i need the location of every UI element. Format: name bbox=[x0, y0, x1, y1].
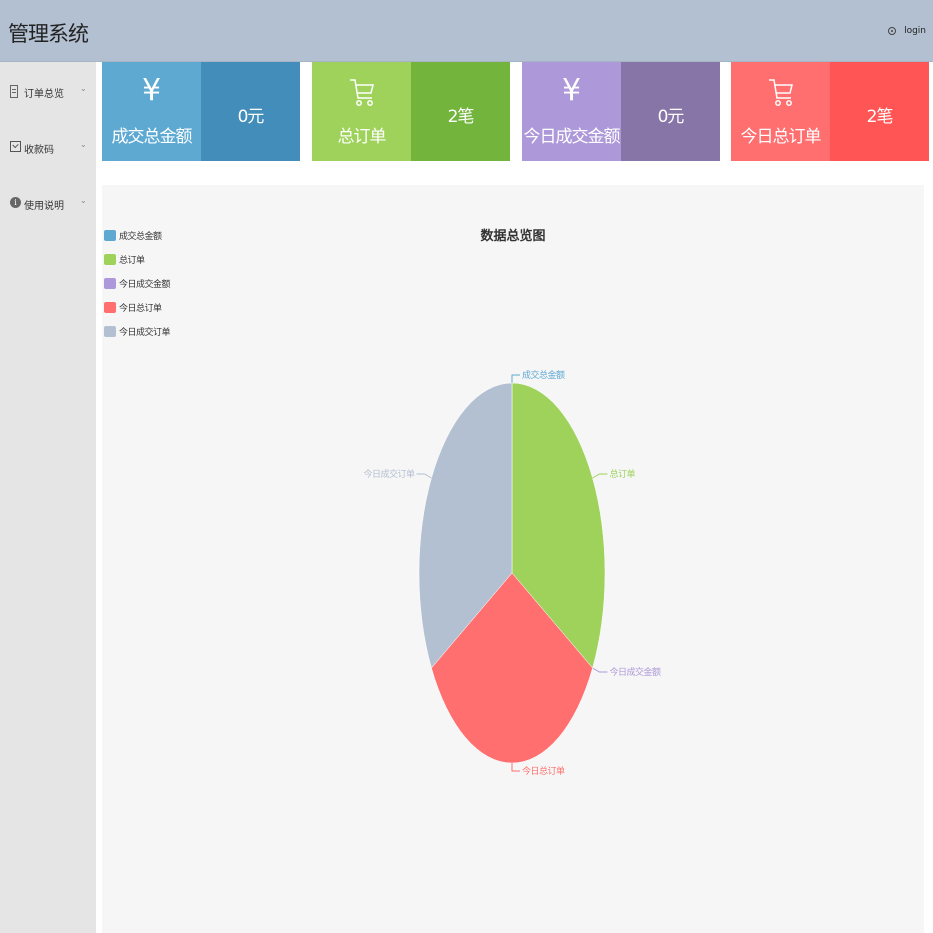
slice-label-line bbox=[416, 473, 432, 479]
sidebar-item-label: 订单总览 bbox=[24, 89, 64, 100]
stat-card-value: 2笔 bbox=[866, 107, 894, 127]
slice-label: 今日成交金额 bbox=[609, 666, 661, 678]
sidebar: 订单总览 ⌄ 收款码 ⌄ i 使用说明 ⌄ bbox=[0, 62, 96, 933]
stat-card-icon-panel: ¥ 成交总金额 bbox=[102, 62, 201, 161]
chevron-down-icon[interactable]: ⌄ bbox=[80, 84, 87, 93]
legend-item[interactable]: 成交总金额 bbox=[104, 223, 170, 247]
yen-icon: ¥ bbox=[141, 73, 162, 108]
stat-card-icon-panel: ¥ 今日成交金额 bbox=[522, 62, 621, 161]
stat-card-value: 2笔 bbox=[447, 107, 475, 127]
stat-card-value-panel: 2笔 bbox=[830, 62, 929, 161]
sidebar-item-order-overview[interactable]: 订单总览 ⌄ bbox=[0, 82, 96, 102]
legend-swatch bbox=[104, 229, 116, 241]
legend-item[interactable]: 今日总订单 bbox=[104, 295, 170, 319]
slice-label-line bbox=[592, 667, 608, 673]
cart-icon bbox=[731, 74, 830, 110]
stat-card-today-amount[interactable]: ¥ 今日成交金额 0元 bbox=[522, 62, 720, 161]
yen-icon: ¥ bbox=[561, 73, 582, 108]
legend-swatch bbox=[104, 325, 116, 337]
slice-label-line bbox=[511, 763, 520, 772]
app-title: 管理系统 bbox=[8, 22, 89, 46]
sidebar-item-instructions[interactable]: i 使用说明 ⌄ bbox=[0, 194, 96, 214]
stat-card-total-orders[interactable]: 总订单 2笔 bbox=[312, 62, 510, 161]
slice-label-line bbox=[592, 473, 608, 479]
legend-item[interactable]: 今日成交订单 bbox=[104, 319, 171, 343]
stat-card-title: 今日总订单 bbox=[740, 127, 822, 147]
list-icon bbox=[10, 85, 18, 98]
stat-card-title: 成交总金额 bbox=[111, 127, 193, 147]
stat-card-icon-panel: 总订单 bbox=[312, 62, 411, 161]
chevron-down-icon[interactable]: ⌄ bbox=[80, 196, 87, 205]
sidebar-item-label: 使用说明 bbox=[24, 201, 64, 212]
stat-card-value: 0元 bbox=[237, 107, 265, 127]
pie-slice[interactable] bbox=[431, 572, 593, 764]
stat-card-icon-panel: 今日总订单 bbox=[731, 62, 830, 161]
sidebar-item-label: 收款码 bbox=[24, 145, 54, 156]
chart-legend: 成交总金额总订单今日成交金额 今日总订单今日成交订单 bbox=[104, 223, 171, 343]
qrcode-icon bbox=[10, 141, 21, 152]
legend-label: 今日成交金额 bbox=[119, 279, 171, 290]
pie-slice[interactable] bbox=[418, 382, 513, 669]
stat-card-value-panel: 0元 bbox=[201, 62, 300, 161]
top-header: 管理系统 login bbox=[0, 0, 933, 62]
legend-item[interactable]: 总订单 bbox=[104, 247, 170, 271]
legend-item[interactable]: 今日成交金额 bbox=[104, 271, 171, 295]
stat-card-value-panel: 2笔 bbox=[411, 62, 510, 161]
info-icon: i bbox=[10, 197, 21, 208]
user-icon[interactable] bbox=[888, 27, 897, 35]
legend-label: 今日成交订单 bbox=[119, 327, 171, 338]
legend-label: 成交总金额 bbox=[119, 231, 162, 242]
stat-card-title: 今日成交金额 bbox=[523, 127, 621, 147]
chevron-down-icon[interactable]: ⌄ bbox=[80, 140, 87, 149]
cart-icon bbox=[312, 74, 411, 110]
stat-card-value-panel: 0元 bbox=[621, 62, 720, 161]
legend-swatch bbox=[104, 277, 116, 289]
legend-swatch bbox=[104, 301, 116, 313]
slice-label: 总订单 bbox=[609, 468, 635, 480]
stat-card-today-orders[interactable]: 今日总订单 2笔 bbox=[731, 62, 929, 161]
legend-label: 今日总订单 bbox=[119, 303, 162, 314]
slice-label: 成交总金额 bbox=[522, 369, 565, 381]
user-menu[interactable]: login bbox=[888, 26, 926, 36]
chart-title: 数据总览图 bbox=[480, 229, 546, 244]
stat-card-total-amount[interactable]: ¥ 成交总金额 0元 bbox=[102, 62, 300, 161]
slice-label: 今日总订单 bbox=[522, 765, 565, 777]
user-label[interactable]: login bbox=[904, 26, 926, 36]
pie-slice[interactable] bbox=[511, 382, 606, 669]
stat-card-value: 0元 bbox=[657, 107, 685, 127]
slice-label-line bbox=[511, 374, 520, 383]
sidebar-item-payment-code[interactable]: 收款码 ⌄ bbox=[0, 138, 96, 158]
slice-label: 今日成交订单 bbox=[364, 468, 416, 480]
stat-card-title: 总订单 bbox=[337, 127, 387, 147]
legend-label: 总订单 bbox=[119, 255, 145, 266]
legend-swatch bbox=[104, 253, 116, 265]
chart-panel: 成交总金额 总订单 今日成交金额 今日总订单 今日成交订单 数据总览图 成交总金额 总订单… bbox=[102, 185, 924, 933]
